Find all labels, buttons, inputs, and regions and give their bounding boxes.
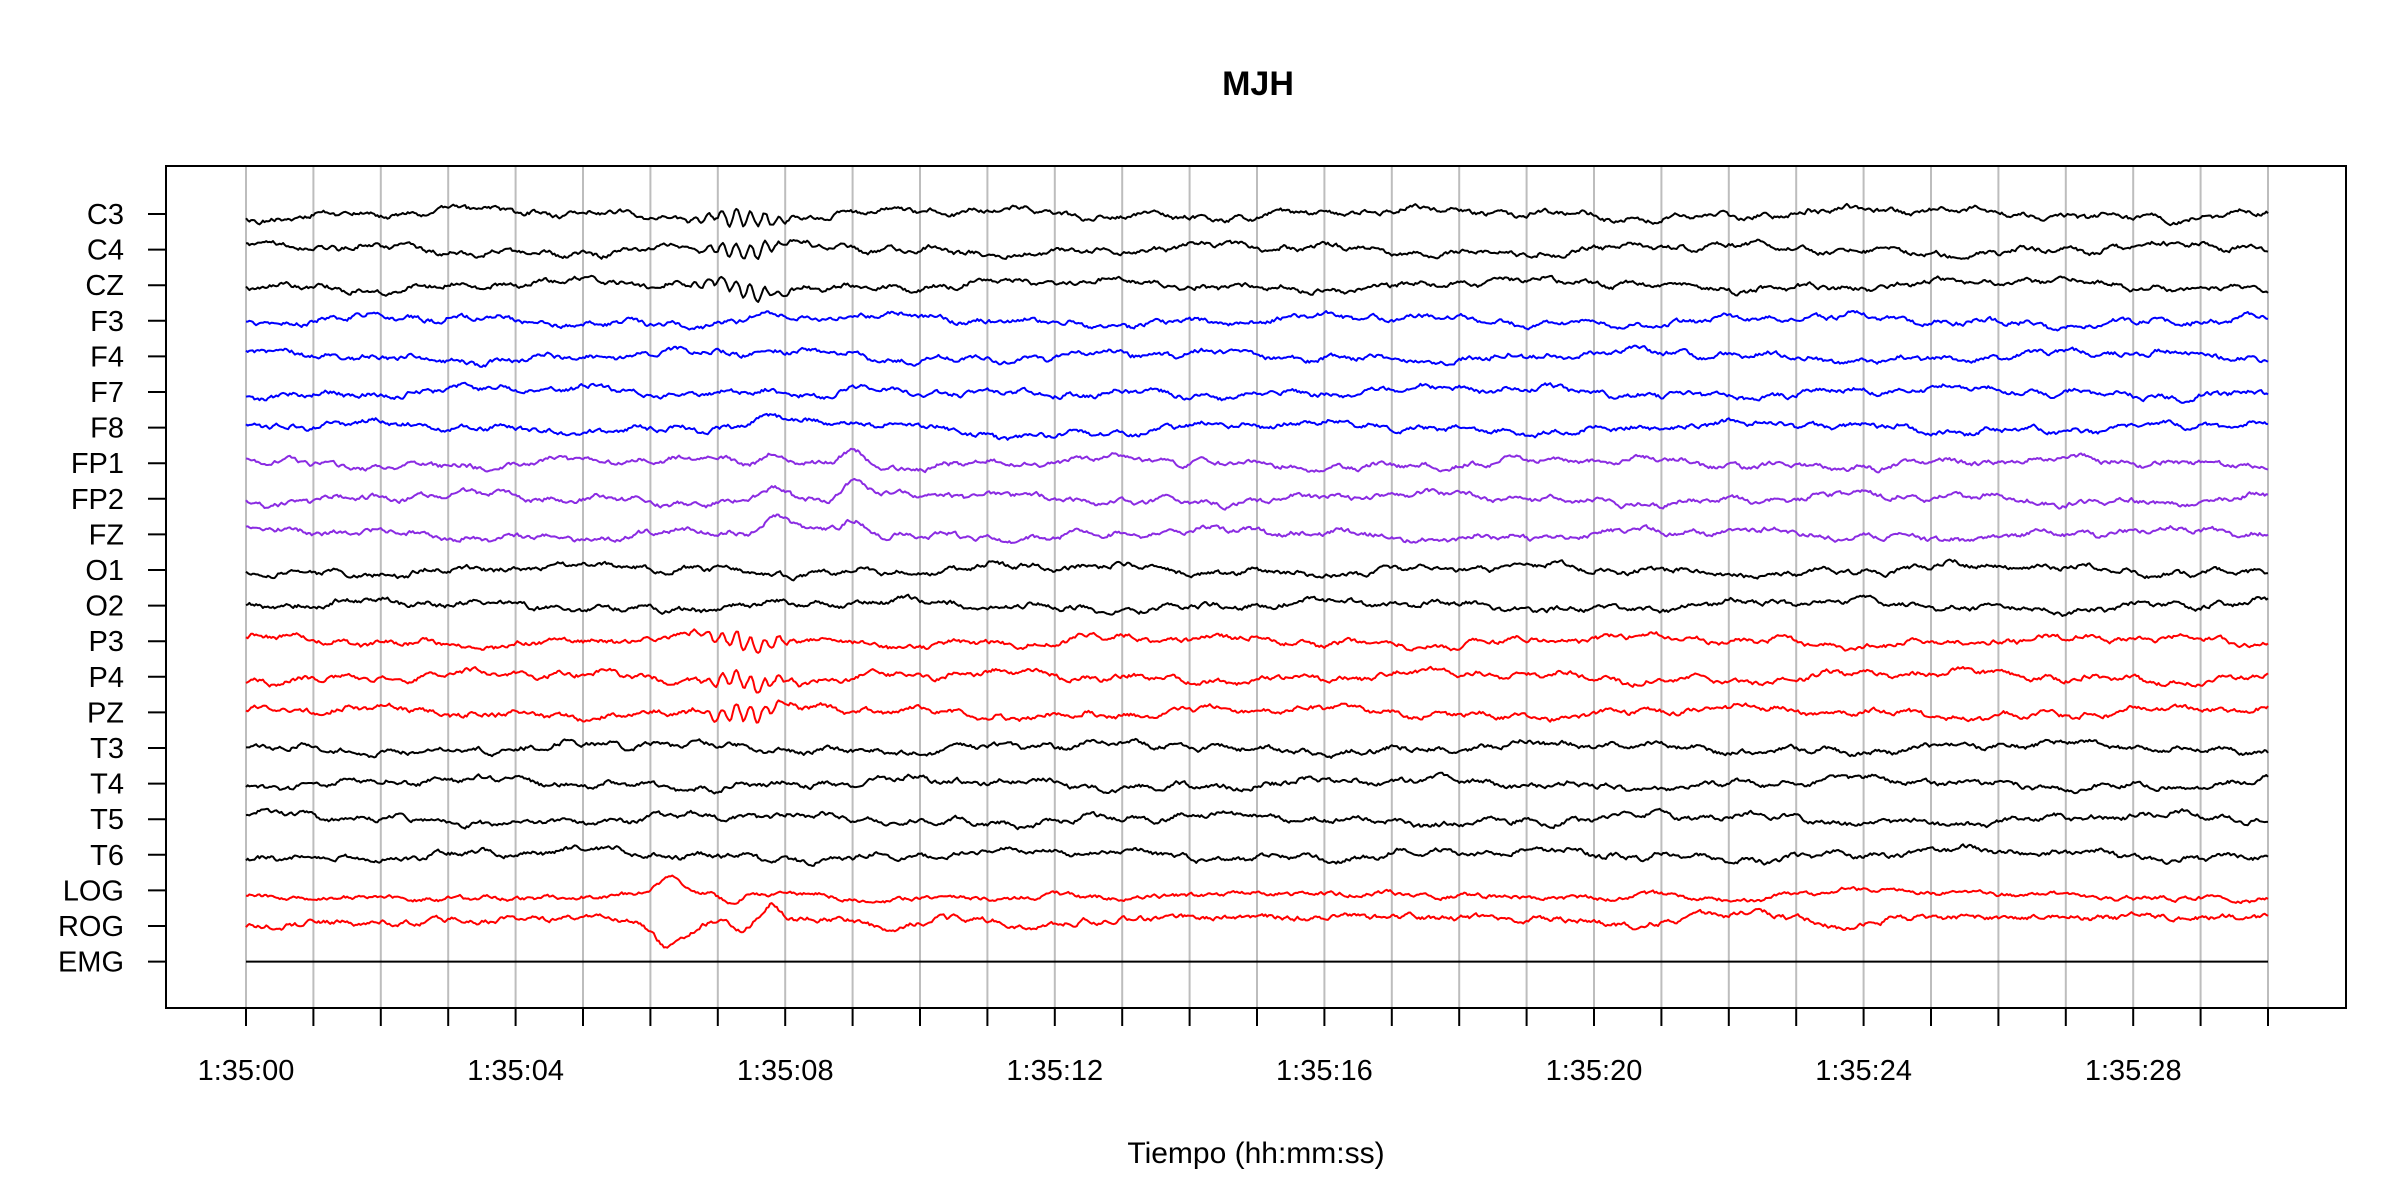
trace-t4: [245, 771, 2269, 795]
x-axis: 1:35:00 1:35:04 1:35:08 1:35:12 1:35:16 1:35:…: [198, 1007, 2269, 1087]
trace-rog: [245, 902, 2269, 949]
channel-label-c3: C3: [87, 199, 124, 231]
trace-fp2: [245, 477, 2269, 511]
trace-fz: [245, 513, 2269, 544]
channel-traces: [245, 202, 2269, 963]
x-tick-label: 1:35:12: [1006, 1055, 1103, 1087]
x-tick-label: 1:35:16: [1276, 1055, 1373, 1087]
channel-label-p3: P3: [89, 626, 124, 658]
trace-f4: [245, 344, 2269, 368]
x-tick-label: 1:35:08: [737, 1055, 834, 1087]
channel-label-o1: O1: [85, 555, 124, 587]
trace-pz: [245, 699, 2269, 724]
trace-c4: [246, 238, 2269, 260]
trace-f7: [245, 381, 2269, 404]
trace-t6: [245, 843, 2269, 867]
channel-label-c4: C4: [87, 235, 124, 267]
channel-label-f3: F3: [90, 306, 124, 338]
trace-t3: [246, 737, 2269, 759]
trace-o1: [245, 558, 2269, 582]
x-tick-label: 1:35:24: [1815, 1055, 1912, 1087]
channel-label-t5: T5: [90, 804, 124, 836]
time-gridlines: [245, 166, 2269, 1008]
channel-label-fp2: FP2: [71, 484, 124, 516]
channel-label-t3: T3: [90, 733, 124, 765]
trace-p4: [245, 665, 2269, 694]
x-tick-label: 1:35:28: [2085, 1055, 2182, 1087]
x-axis-label: Tiempo (hh:mm:ss): [1127, 1137, 1384, 1170]
chart-title: MJH: [1222, 65, 1294, 103]
channel-label-f4: F4: [90, 341, 124, 373]
trace-o2: [245, 593, 2269, 617]
channel-label-emg: EMG: [58, 947, 124, 979]
trace-c3: [245, 202, 2269, 228]
channel-label-o2: O2: [85, 591, 124, 623]
trace-log: [245, 874, 2269, 905]
trace-cz: [245, 274, 2269, 303]
x-tick-label: 1:35:20: [1546, 1055, 1643, 1087]
trace-f3: [246, 310, 2269, 332]
channel-label-f7: F7: [90, 377, 124, 409]
channel-label-rog: ROG: [58, 911, 124, 943]
trace-t5: [245, 807, 2268, 831]
channel-label-p4: P4: [89, 662, 124, 694]
x-tick-label: 1:35:00: [198, 1055, 295, 1087]
channel-label-log: LOG: [63, 875, 124, 907]
channel-label-t4: T4: [90, 769, 124, 801]
trace-p3: [245, 628, 2269, 654]
channel-label-t6: T6: [90, 840, 124, 872]
channel-label-pz: PZ: [87, 697, 124, 729]
channel-label-cz: CZ: [85, 270, 124, 302]
trace-fp1: [245, 447, 2269, 474]
channel-label-fz: FZ: [89, 519, 124, 551]
channel-label-f8: F8: [90, 413, 124, 445]
x-tick-label: 1:35:04: [467, 1055, 564, 1087]
channel-label-fp1: FP1: [71, 448, 124, 480]
trace-f8: [245, 412, 2269, 441]
